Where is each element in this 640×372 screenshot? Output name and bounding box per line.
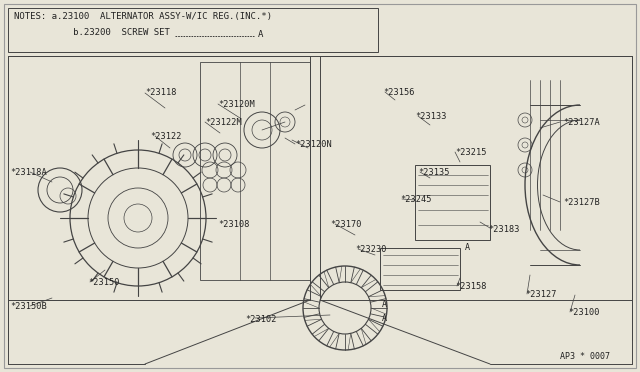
Text: b.23200  SCREW SET: b.23200 SCREW SET <box>14 28 170 37</box>
Text: *23133: *23133 <box>415 112 447 121</box>
Text: *23158: *23158 <box>455 282 486 291</box>
Text: *23127A: *23127A <box>563 118 600 127</box>
Text: A: A <box>382 314 387 323</box>
Text: *23215: *23215 <box>455 148 486 157</box>
Text: *23156: *23156 <box>383 88 415 97</box>
Text: *23183: *23183 <box>488 225 520 234</box>
Text: A: A <box>382 300 387 309</box>
Text: AP3 * 0007: AP3 * 0007 <box>560 352 610 361</box>
Text: A: A <box>465 243 470 252</box>
Text: *23118: *23118 <box>145 88 177 97</box>
Text: *23127: *23127 <box>525 290 557 299</box>
Text: *23100: *23100 <box>568 308 600 317</box>
Text: NOTES: a.23100  ALTERNATOR ASSY-W/IC REG.(INC.*): NOTES: a.23100 ALTERNATOR ASSY-W/IC REG.… <box>14 12 272 21</box>
Text: *23230: *23230 <box>355 245 387 254</box>
Text: *23102: *23102 <box>245 315 276 324</box>
Text: *23127B: *23127B <box>563 198 600 207</box>
Text: *23122M: *23122M <box>205 118 242 127</box>
Text: *23150: *23150 <box>88 278 120 287</box>
Text: *23170: *23170 <box>330 220 362 229</box>
Text: *23108: *23108 <box>218 220 250 229</box>
Text: *23120M: *23120M <box>218 100 255 109</box>
Text: *23245: *23245 <box>400 195 431 204</box>
Text: *23122: *23122 <box>150 132 182 141</box>
Text: *23120N: *23120N <box>295 140 332 149</box>
Text: *23135: *23135 <box>418 168 449 177</box>
Text: *23118A: *23118A <box>10 168 47 177</box>
Text: A: A <box>258 30 264 39</box>
FancyBboxPatch shape <box>8 8 378 52</box>
Text: *23150B: *23150B <box>10 302 47 311</box>
